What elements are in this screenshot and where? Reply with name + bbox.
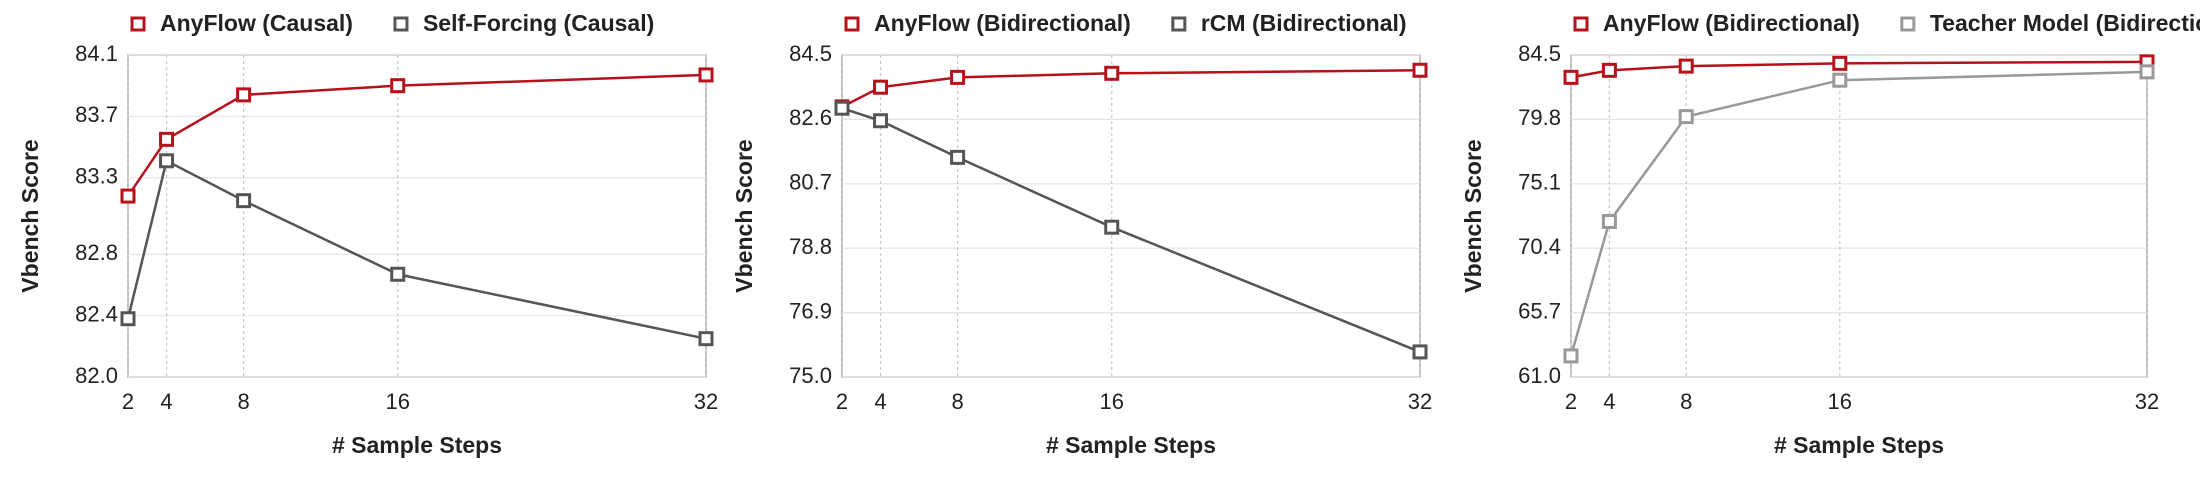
legend-label: AnyFlow (Bidirectional) [874, 10, 1131, 36]
legend-marker [1573, 16, 1589, 32]
x-tick-label: 32 [694, 389, 718, 414]
y-tick-label: 82.8 [75, 240, 118, 265]
x-tick-label: 4 [1603, 389, 1615, 414]
y-tick-label: 84.1 [75, 41, 118, 66]
y-tick-label: 76.9 [789, 298, 832, 323]
x-tick-label: 2 [122, 389, 134, 414]
data-point [120, 188, 136, 204]
y-tick-label: 84.5 [1518, 41, 1561, 66]
y-tick-label: 82.0 [75, 363, 118, 388]
data-point [2139, 64, 2155, 80]
data-point [1563, 348, 1579, 364]
y-tick-label: 78.8 [789, 234, 832, 259]
data-point [698, 331, 714, 347]
x-tick-label: 8 [1680, 389, 1692, 414]
data-point [873, 79, 889, 95]
data-point [950, 69, 966, 85]
x-tick-label: 4 [874, 389, 886, 414]
plot-area [841, 54, 1421, 378]
data-point [1832, 72, 1848, 88]
legend-marker [1171, 16, 1187, 32]
data-point [1412, 62, 1428, 78]
x-tick-label: 8 [951, 389, 963, 414]
x-tick-label: 32 [2135, 389, 2159, 414]
y-tick-label: 82.6 [789, 105, 832, 130]
y-axis-title: Vbench Score [1460, 139, 1486, 292]
legend-marker [844, 16, 860, 32]
legend-marker [1900, 16, 1916, 32]
x-tick-label: 2 [836, 389, 848, 414]
data-point [236, 87, 252, 103]
y-axis-title: Vbench Score [17, 139, 43, 292]
x-axis-title: # Sample Steps [1046, 432, 1216, 458]
legend-marker [130, 16, 146, 32]
data-point [390, 78, 406, 94]
data-point [1678, 109, 1694, 125]
data-point [1563, 69, 1579, 85]
x-tick-label: 8 [237, 389, 249, 414]
x-axis-title: # Sample Steps [1774, 432, 1944, 458]
data-point [120, 311, 136, 327]
data-point [950, 149, 966, 165]
y-tick-label: 65.7 [1518, 298, 1561, 323]
y-tick-label: 83.7 [75, 102, 118, 127]
data-point [1601, 62, 1617, 78]
x-tick-label: 16 [385, 389, 409, 414]
data-point [1104, 65, 1120, 81]
y-tick-label: 70.4 [1518, 234, 1561, 259]
data-point [1412, 344, 1428, 360]
data-point [1832, 55, 1848, 71]
data-point [834, 100, 850, 116]
y-tick-label: 75.0 [789, 363, 832, 388]
plot-area [1570, 54, 2148, 378]
legend-label: rCM (Bidirectional) [1201, 10, 1407, 36]
x-axis-title: # Sample Steps [332, 432, 502, 458]
data-point [1601, 213, 1617, 229]
y-tick-label: 83.3 [75, 163, 118, 188]
x-tick-label: 4 [160, 389, 172, 414]
data-point [159, 153, 175, 169]
legend-label: AnyFlow (Bidirectional) [1603, 10, 1860, 36]
data-point [1678, 58, 1694, 74]
x-tick-label: 16 [1099, 389, 1123, 414]
y-tick-label: 75.1 [1518, 170, 1561, 195]
data-point [159, 131, 175, 147]
data-point [873, 113, 889, 129]
data-point [1104, 219, 1120, 235]
data-point [698, 67, 714, 83]
y-tick-label: 79.8 [1518, 105, 1561, 130]
legend-label: Self-Forcing (Causal) [423, 10, 654, 36]
y-tick-label: 82.4 [75, 301, 118, 326]
legend-label: Teacher Model (Bidirectional) [1930, 10, 2200, 36]
legend-marker [393, 16, 409, 32]
y-axis-title: Vbench Score [731, 139, 757, 292]
y-tick-label: 80.7 [789, 170, 832, 195]
x-tick-label: 32 [1408, 389, 1432, 414]
legend-label: AnyFlow (Causal) [160, 10, 353, 36]
plot-area [127, 54, 707, 378]
x-tick-label: 16 [1828, 389, 1852, 414]
x-tick-label: 2 [1565, 389, 1577, 414]
y-tick-label: 84.5 [789, 41, 832, 66]
data-point [390, 266, 406, 282]
y-tick-label: 61.0 [1518, 363, 1561, 388]
data-point [236, 193, 252, 209]
